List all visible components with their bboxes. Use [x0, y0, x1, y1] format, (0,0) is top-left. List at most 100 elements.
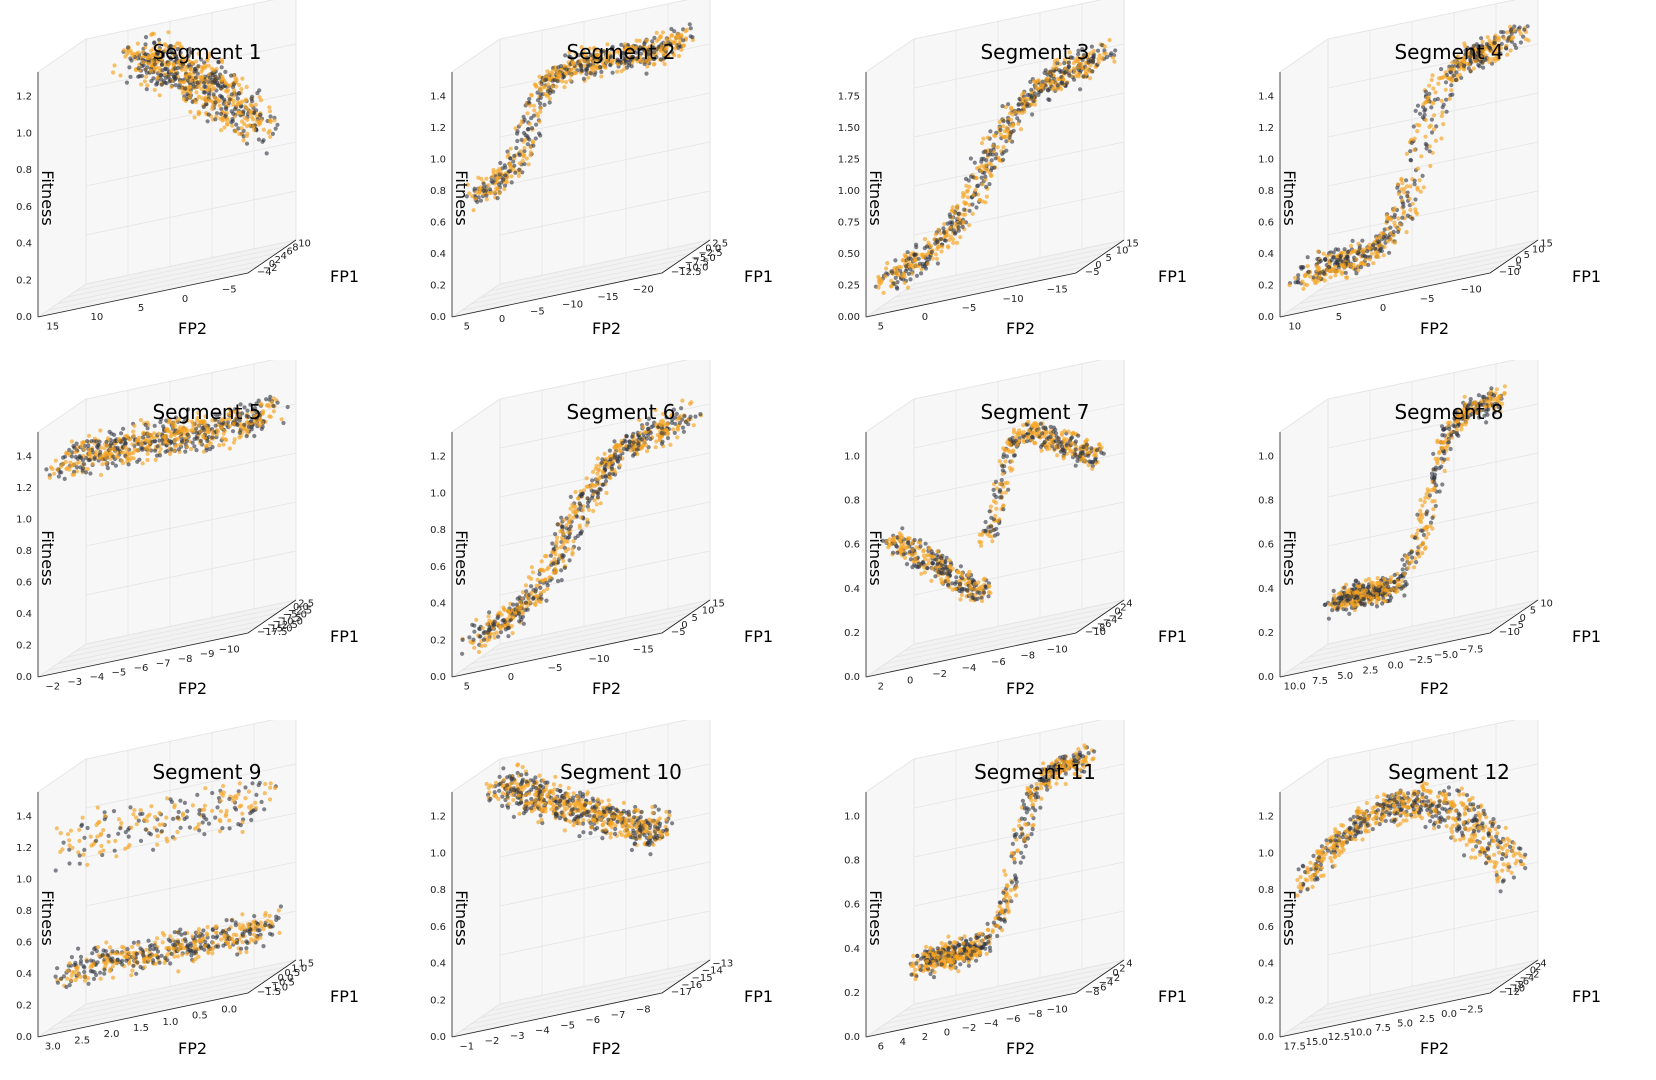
data-point [1061, 77, 1066, 82]
data-point [577, 523, 582, 528]
data-point [1396, 191, 1401, 196]
data-point [669, 420, 675, 425]
data-point [974, 205, 979, 210]
data-point [520, 158, 525, 164]
data-point [573, 535, 578, 540]
fp1-tick-label: 6 [286, 247, 292, 258]
data-point [658, 419, 663, 424]
data-point [669, 33, 675, 38]
data-point [1413, 108, 1418, 113]
data-point [1381, 253, 1386, 258]
data-point [1067, 73, 1072, 78]
data-point [520, 170, 525, 175]
data-point [1062, 70, 1067, 75]
data-point [1425, 99, 1430, 104]
data-point [159, 82, 164, 87]
data-point [1438, 75, 1443, 81]
data-point [594, 58, 599, 63]
data-point [571, 539, 576, 544]
data-point [983, 200, 988, 205]
gridline [1289, 266, 1500, 311]
data-point [188, 84, 193, 89]
data-point [653, 445, 658, 450]
data-points [880, 419, 1106, 604]
data-point [1412, 136, 1417, 141]
data-point [1400, 181, 1405, 186]
data-point [958, 235, 963, 240]
data-point [149, 48, 154, 54]
data-point [119, 431, 124, 436]
data-point [1107, 37, 1112, 43]
data-point [1499, 41, 1504, 47]
gridline [894, 612, 1105, 658]
data-point [476, 649, 482, 655]
data-point [994, 486, 999, 491]
fp1-axis-label: FP1 [330, 627, 359, 646]
data-point [244, 84, 249, 90]
data-point [1076, 433, 1081, 438]
data-point [140, 442, 145, 447]
data-point [537, 119, 542, 124]
data-point [609, 466, 614, 471]
scatter3d-plot: 50−5−10−15−20−12.5−10.0−7.5−5.0−2.50.02.… [430, 0, 773, 338]
data-point [676, 53, 682, 59]
data-point [223, 69, 228, 74]
data-point [191, 424, 196, 429]
data-point [1061, 454, 1066, 459]
data-point [910, 565, 915, 570]
data-point [503, 183, 508, 188]
data-point [249, 418, 254, 423]
data-point [510, 631, 515, 636]
data-point [190, 61, 195, 66]
data-point [181, 425, 186, 430]
data-point [1113, 48, 1118, 53]
data-point [261, 138, 266, 143]
data-point [1354, 257, 1359, 262]
data-point [562, 63, 567, 68]
data-point [545, 567, 550, 572]
data-point [555, 579, 561, 584]
data-point [665, 432, 670, 437]
data-point [1492, 40, 1497, 46]
data-point [228, 417, 233, 422]
data-point [509, 174, 514, 179]
data-point [173, 53, 178, 58]
data-point [1088, 76, 1093, 81]
data-point [889, 284, 894, 289]
fp1-tick-label: 10 [1532, 244, 1545, 255]
data-point [579, 51, 584, 56]
data-point [1365, 249, 1370, 254]
data-point [210, 431, 215, 436]
data-point [1336, 247, 1341, 252]
data-point [48, 465, 54, 470]
fp2-tick-label: −9 [200, 649, 215, 660]
fitness-tick-label: 0.2 [1258, 281, 1274, 292]
data-point [271, 409, 276, 414]
data-point [53, 458, 58, 463]
data-point [993, 479, 999, 484]
fp1-tick-label: −10.0 [678, 262, 709, 273]
data-point [267, 109, 273, 114]
data-point [1067, 50, 1072, 55]
fp2-tick-label: −5 [530, 307, 545, 318]
data-point [972, 160, 977, 165]
data-point [185, 432, 190, 437]
data-point [571, 515, 576, 520]
data-point [119, 458, 125, 463]
data-point [900, 258, 905, 263]
data-point [233, 129, 238, 134]
data-point [1086, 463, 1091, 468]
data-point [210, 445, 215, 450]
data-point [925, 566, 930, 571]
data-point [1440, 105, 1445, 110]
data-point [142, 79, 147, 84]
data-point [1075, 73, 1080, 78]
data-point [484, 176, 489, 181]
data-point [610, 46, 615, 51]
data-point [80, 440, 85, 445]
data-point [1423, 134, 1428, 139]
data-point [501, 177, 506, 182]
data-point [942, 221, 947, 227]
data-point [948, 214, 953, 219]
data-point [143, 45, 148, 50]
